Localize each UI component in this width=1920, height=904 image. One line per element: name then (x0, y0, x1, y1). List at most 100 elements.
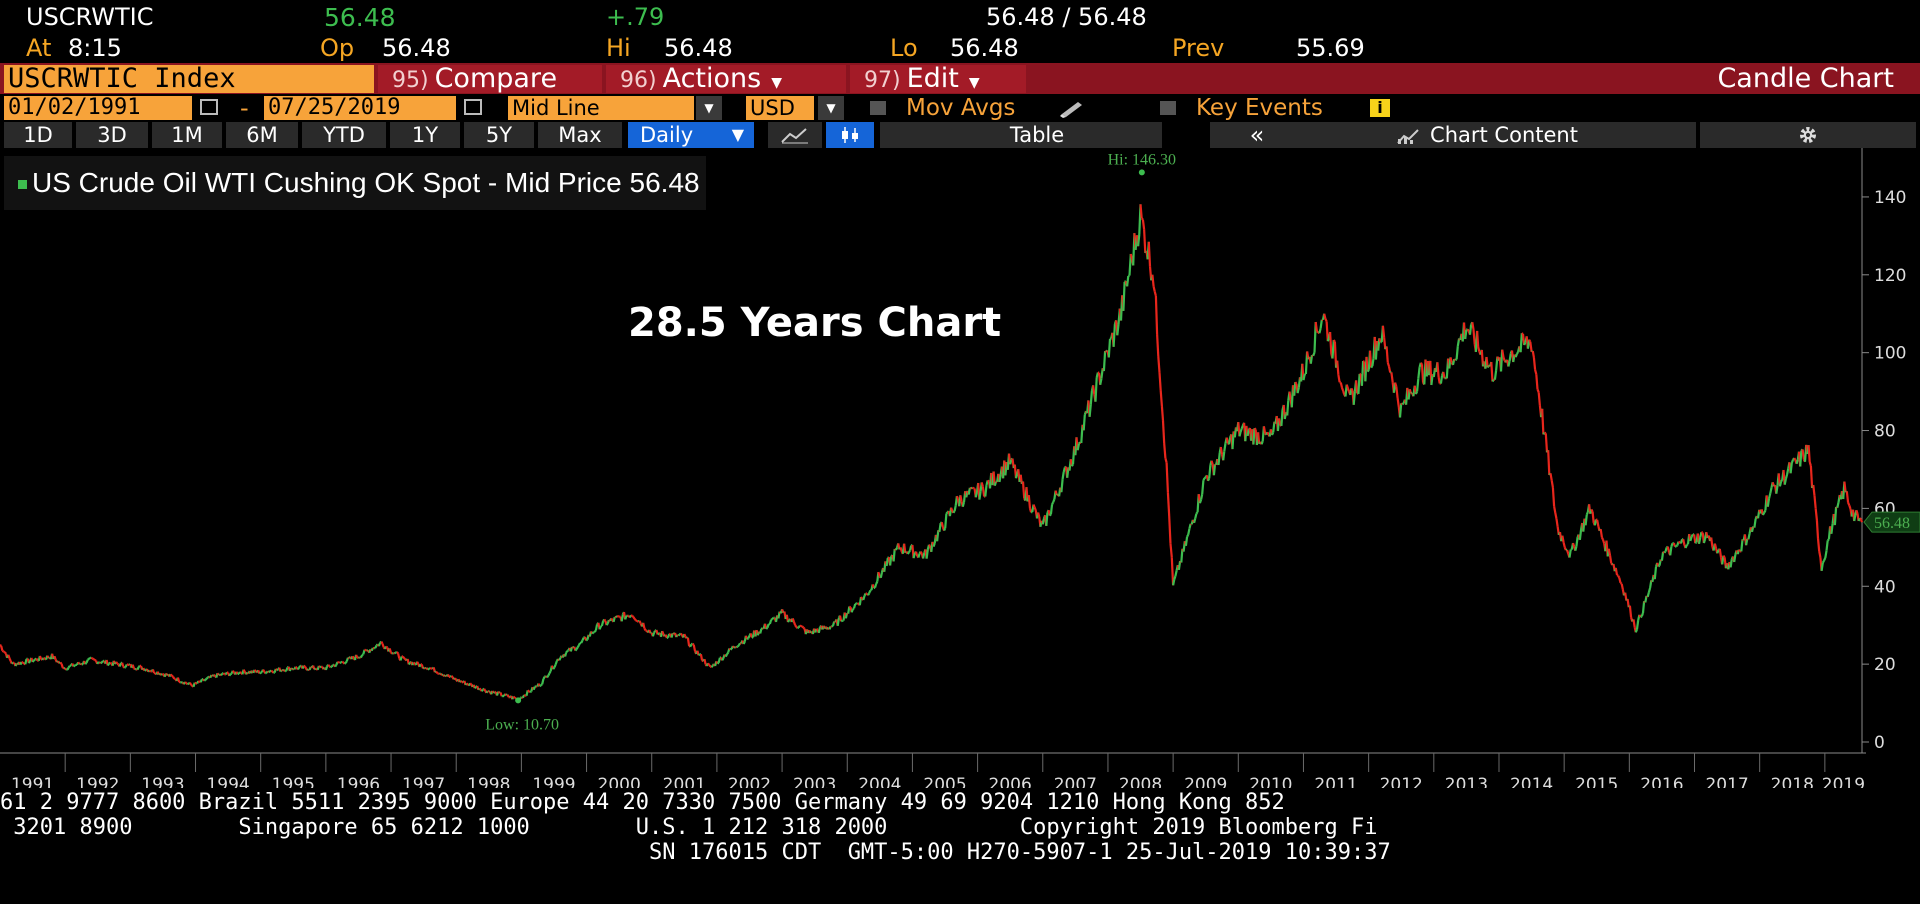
price-segment (523, 693, 526, 697)
table-button[interactable]: Table (930, 122, 1144, 148)
range-1d-button[interactable]: 1D (4, 122, 72, 148)
chevron-down-icon[interactable]: ▼ (818, 96, 844, 120)
price-segment (1747, 533, 1751, 540)
line-chart-icon[interactable] (768, 122, 822, 148)
price-segment (1646, 591, 1650, 598)
price-segment (529, 690, 532, 694)
price-segment (280, 668, 284, 672)
x-tick-label: 2000 (598, 775, 641, 788)
price-segment (1187, 528, 1191, 536)
compare-button[interactable]: 95) Compare (378, 65, 602, 93)
mov-avgs-checkbox[interactable] (870, 101, 886, 115)
price-segment (638, 620, 642, 624)
range-1y-button[interactable]: 1Y (390, 122, 460, 148)
price-segment (749, 633, 753, 638)
price-segment (0, 645, 4, 651)
price-segment (216, 672, 220, 676)
price-segment (3, 650, 6, 654)
price-segment (620, 614, 624, 622)
price-segment (188, 682, 193, 686)
range-3d-button[interactable]: 3D (76, 122, 148, 148)
price-segment (263, 670, 267, 674)
y-tick-label: 140 (1874, 188, 1906, 208)
x-tick-label: 2012 (1380, 775, 1423, 788)
price-segment (936, 530, 940, 542)
price-segment (487, 690, 490, 693)
calendar-icon[interactable] (200, 99, 218, 115)
price-segment (184, 681, 188, 685)
price-segment (1795, 459, 1799, 465)
price-segment (1464, 329, 1468, 340)
price-segment (703, 658, 707, 665)
range-ytd-button[interactable]: YTD (302, 122, 386, 148)
price-segment (1813, 495, 1817, 509)
gear-icon[interactable] (1700, 122, 1916, 148)
price-segment (464, 682, 468, 686)
price-segment (1293, 382, 1297, 396)
key-events-label[interactable]: Key Events (1196, 95, 1323, 121)
price-segment (374, 644, 378, 649)
edit-button[interactable]: 97) Edit ▼ (850, 65, 1026, 93)
range-5y-button[interactable]: 5Y (464, 122, 534, 148)
x-tick-label: 2008 (1119, 775, 1162, 788)
price-segment (1137, 234, 1141, 247)
price-segment (1439, 375, 1444, 384)
price-segment (721, 657, 725, 661)
price-segment (1238, 431, 1242, 437)
price-segment (1089, 390, 1093, 405)
chevron-down-icon[interactable]: ▼ (696, 96, 722, 120)
price-segment (1277, 418, 1282, 426)
chart-content-button[interactable]: Chart Content (1278, 122, 1696, 148)
low-annotation: Low: 10.70 (485, 716, 559, 733)
pencil-icon[interactable] (1058, 98, 1086, 118)
security-field[interactable]: USCRWTIC Index (4, 65, 374, 93)
x-tick-label: 1992 (76, 775, 119, 788)
price-segment (664, 634, 668, 639)
price-segment (1812, 484, 1816, 496)
price-segment (575, 646, 579, 650)
info-icon[interactable]: i (1370, 99, 1390, 117)
price-segment (137, 665, 141, 668)
price-segment (377, 642, 382, 647)
price-segment (642, 622, 646, 629)
start-date-field[interactable]: 01/02/1991 (4, 96, 192, 120)
price-segment (1381, 325, 1386, 338)
price-segment (1, 649, 5, 653)
price-segment (1352, 391, 1356, 405)
actions-button[interactable]: 96) Actions ▼ (606, 65, 846, 93)
price-segment (521, 694, 526, 699)
price-segment (1337, 374, 1341, 383)
price-segment (1847, 502, 1851, 506)
period-select[interactable]: Daily ▼ (628, 122, 754, 148)
chart-type-label[interactable]: Candle Chart (1717, 63, 1894, 94)
price-segment (1501, 349, 1505, 358)
price-segment (285, 667, 289, 672)
price-segment (1157, 356, 1161, 373)
range-max-button[interactable]: Max (538, 122, 622, 148)
price-segment (1682, 538, 1686, 546)
price-segment (11, 661, 14, 665)
end-date-field[interactable]: 07/25/2019 (264, 96, 456, 120)
price-segment (362, 649, 366, 655)
range-6m-button[interactable]: 6M (226, 122, 298, 148)
price-segment (1697, 537, 1702, 545)
key-events-checkbox[interactable] (1160, 101, 1176, 115)
chart-headline: 28.5 Years Chart (628, 300, 1002, 346)
price-segment (418, 663, 422, 668)
mov-avgs-label[interactable]: Mov Avgs (906, 95, 1016, 121)
price-segment (483, 688, 487, 692)
price-segment (394, 651, 397, 655)
price-segment (1647, 587, 1652, 593)
candlestick-icon[interactable] (826, 122, 874, 148)
x-tick-label: 1993 (141, 775, 184, 788)
bid-ask: 56.48 / 56.48 (986, 3, 1147, 31)
range-1m-button[interactable]: 1M (152, 122, 222, 148)
price-field-select[interactable]: Mid Line (508, 96, 694, 120)
price-segment (1632, 619, 1636, 628)
price-segment (520, 696, 523, 699)
calendar-icon[interactable] (464, 99, 482, 115)
price-segment (1314, 321, 1318, 332)
currency-select[interactable]: USD (746, 96, 814, 120)
period-label: Daily (640, 123, 694, 147)
price-segment (1790, 459, 1795, 464)
